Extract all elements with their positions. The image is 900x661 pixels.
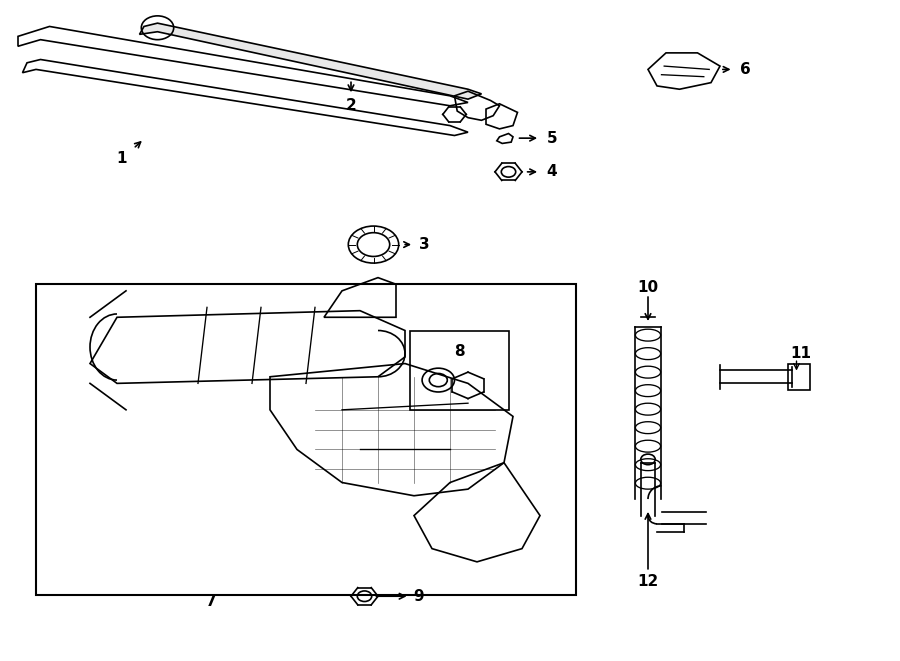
Text: 10: 10 xyxy=(637,280,659,295)
Text: 8: 8 xyxy=(454,344,464,359)
Text: 2: 2 xyxy=(346,98,356,113)
Text: 11: 11 xyxy=(790,346,812,361)
Bar xyxy=(410,330,508,410)
Text: 7: 7 xyxy=(206,594,217,609)
Text: 9: 9 xyxy=(413,589,424,603)
Text: 5: 5 xyxy=(546,131,557,145)
Text: 1: 1 xyxy=(116,151,127,166)
Bar xyxy=(788,364,810,390)
Text: 3: 3 xyxy=(419,237,430,252)
Text: 12: 12 xyxy=(637,574,659,589)
Text: 4: 4 xyxy=(546,165,557,179)
Polygon shape xyxy=(140,23,482,99)
Bar xyxy=(36,284,576,595)
Text: 6: 6 xyxy=(740,62,751,77)
